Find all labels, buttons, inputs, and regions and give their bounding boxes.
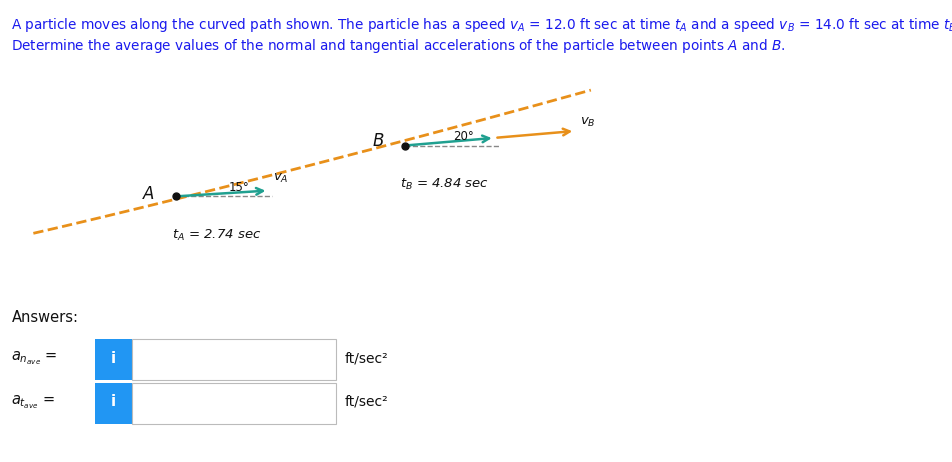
Text: ft/sec²: ft/sec²: [345, 351, 388, 365]
Text: i: i: [110, 395, 116, 409]
Text: $v_A$: $v_A$: [273, 172, 288, 185]
Text: A particle moves along the curved path shown. The particle has a speed $v_A$ = 1: A particle moves along the curved path s…: [11, 16, 952, 34]
Text: Answers:: Answers:: [11, 310, 78, 324]
Text: 15°: 15°: [228, 181, 249, 194]
Text: $a_{n_{ave}}$ =: $a_{n_{ave}}$ =: [11, 349, 58, 367]
FancyBboxPatch shape: [95, 339, 131, 380]
Text: $a_{t_{ave}}$ =: $a_{t_{ave}}$ =: [11, 393, 55, 411]
Text: ft/sec²: ft/sec²: [345, 395, 388, 409]
Text: $A$: $A$: [142, 185, 155, 203]
FancyBboxPatch shape: [131, 383, 336, 424]
FancyBboxPatch shape: [95, 383, 131, 424]
Text: $B$: $B$: [371, 132, 384, 150]
Text: Determine the average values of the normal and tangential accelerations of the p: Determine the average values of the norm…: [11, 37, 785, 55]
Text: 20°: 20°: [452, 130, 473, 143]
Text: $t_B$ = 4.84 sec: $t_B$ = 4.84 sec: [400, 177, 488, 192]
FancyBboxPatch shape: [131, 339, 336, 380]
Text: i: i: [110, 351, 116, 365]
Text: $v_B$: $v_B$: [580, 116, 595, 128]
Text: $t_A$ = 2.74 sec: $t_A$ = 2.74 sec: [171, 228, 261, 243]
